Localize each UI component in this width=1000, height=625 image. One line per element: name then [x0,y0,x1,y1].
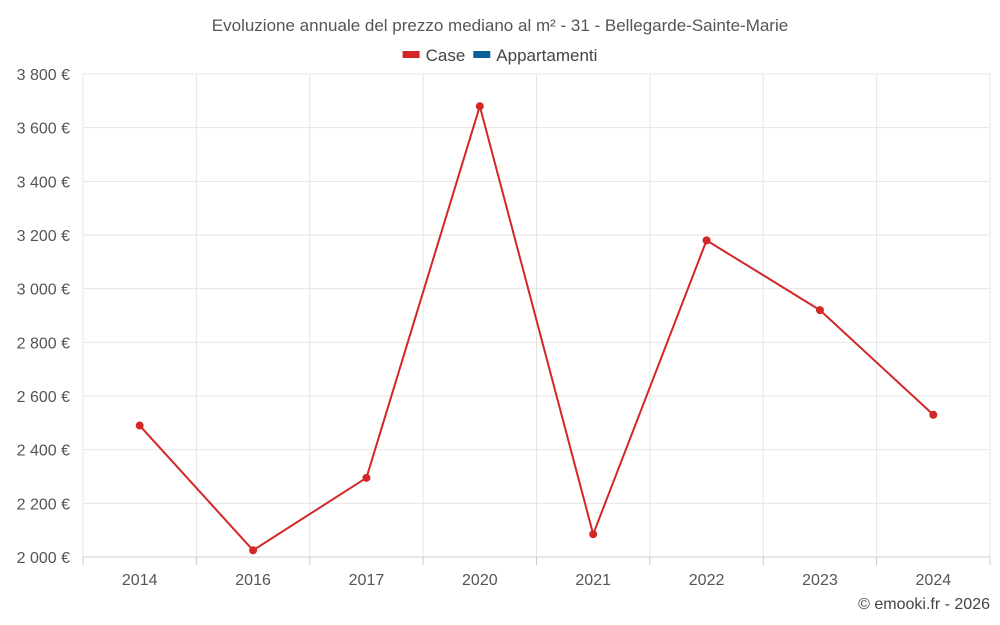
legend-swatch[interactable] [402,51,420,58]
y-tick-label: 3 600 € [17,121,70,138]
legend: Case Appartamenti [402,46,597,65]
data-point[interactable] [475,102,484,111]
y-tick-label: 3 400 € [17,174,70,191]
credit-text: © emooki.fr - 2026 [858,596,990,613]
x-tick-label: 2020 [462,572,498,589]
chart-title: Evoluzione annuale del prezzo mediano al… [212,16,788,35]
y-tick-label: 3 200 € [17,228,70,245]
y-tick-label: 3 800 € [17,67,70,84]
data-point[interactable] [249,546,258,555]
x-tick-label: 2023 [802,572,838,589]
y-tick-label: 2 600 € [17,389,70,406]
y-tick-label: 2 200 € [17,496,70,513]
data-point[interactable] [362,473,371,482]
x-tick-label: 2016 [235,572,271,589]
data-point[interactable] [929,410,938,419]
y-tick-label: 2 400 € [17,443,70,460]
data-point[interactable] [589,530,598,539]
data-point[interactable] [135,421,144,430]
y-tick-label: 3 000 € [17,282,70,299]
x-tick-label: 2021 [575,572,611,589]
data-point[interactable] [815,306,824,315]
x-axis-ticks: 2014 2016 2017 2020 2021 2022 2023 2024 [82,557,991,589]
x-tick-label: 2022 [689,572,725,589]
y-tick-label: 2 800 € [17,335,70,352]
legend-swatch[interactable] [473,51,491,58]
y-tick-label: 2 000 € [17,550,70,567]
series-line [138,105,934,552]
y-axis-ticks: 2 000 € 2 200 € 2 400 € 2 600 € 2 800 € 3 000… [17,67,70,567]
x-tick-label: 2024 [916,572,952,589]
series-layer [135,102,938,555]
data-point[interactable] [702,236,711,245]
x-tick-label: 2017 [349,572,385,589]
x-tick-label: 2014 [122,572,158,589]
x-gridlines [82,74,991,557]
legend-label[interactable]: Appartamenti [496,46,597,65]
legend-label[interactable]: Case [426,46,466,65]
